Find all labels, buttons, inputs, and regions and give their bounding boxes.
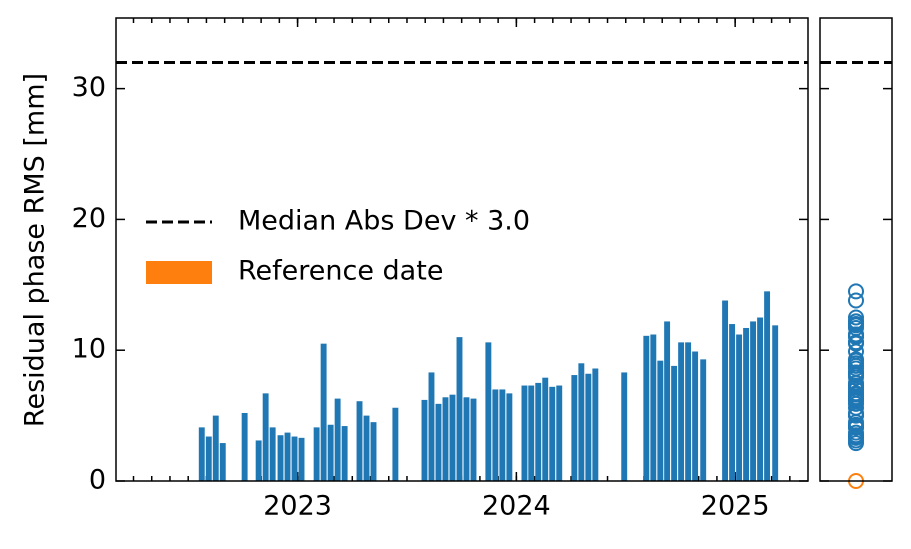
bar [499, 389, 506, 481]
bar [729, 324, 736, 481]
bar [277, 435, 284, 481]
bar [255, 440, 262, 481]
distribution-point [848, 343, 864, 360]
distribution-point [848, 385, 864, 402]
bar [470, 398, 477, 481]
plot-frame [115, 17, 809, 482]
legend-label: Reference date [238, 256, 443, 287]
bar [313, 427, 320, 481]
bar [736, 334, 743, 481]
bar [291, 436, 298, 481]
x-tick-label: 2023 [263, 491, 332, 522]
bar [456, 337, 463, 481]
bar [334, 398, 341, 481]
bar [219, 443, 226, 481]
bar [392, 407, 399, 481]
bar [643, 335, 650, 481]
bar [320, 343, 327, 481]
bar [492, 389, 499, 481]
bar [592, 368, 599, 481]
bar [198, 427, 205, 481]
bar [772, 325, 779, 481]
bar [363, 415, 370, 481]
bar [664, 321, 671, 481]
bar [722, 300, 729, 481]
bar [535, 382, 542, 481]
bar [428, 372, 435, 481]
bar [262, 393, 269, 481]
bar [370, 422, 377, 481]
bar [327, 424, 334, 481]
bar [685, 342, 692, 481]
side-frame [819, 17, 893, 482]
bar [578, 363, 585, 481]
bar [585, 373, 592, 481]
y-tick-label: 30 [72, 72, 106, 103]
distribution-point [848, 424, 864, 441]
bar [542, 377, 549, 481]
legend-label: Median Abs Dev * 3.0 [238, 206, 530, 237]
distribution-point [848, 317, 864, 334]
distribution-point [848, 292, 864, 309]
bar [212, 415, 219, 481]
bar [341, 426, 348, 481]
y-tick-label: 20 [72, 203, 106, 234]
bar [671, 365, 678, 481]
bar [571, 375, 578, 481]
x-tick-label: 2024 [482, 491, 551, 522]
bar [421, 399, 428, 481]
bar [506, 393, 513, 481]
bar [298, 437, 305, 481]
bar [743, 327, 750, 481]
distribution-point [848, 418, 864, 435]
y-tick-label: 0 [89, 465, 106, 496]
distribution-point [848, 313, 864, 330]
bar [764, 291, 771, 481]
bar [678, 342, 685, 481]
bar [750, 321, 757, 481]
bar [449, 394, 456, 481]
distribution-point [848, 283, 864, 300]
bar [556, 385, 563, 481]
bar [528, 385, 535, 481]
bar [549, 386, 556, 481]
bar [621, 372, 628, 481]
bar [700, 359, 707, 481]
x-tick-label: 2025 [701, 491, 770, 522]
bar [435, 403, 442, 481]
bar [241, 412, 248, 481]
bar [657, 360, 664, 481]
bar [442, 397, 449, 481]
bar [284, 432, 291, 481]
bar [269, 427, 276, 481]
distribution-point [848, 309, 864, 326]
bar [521, 385, 528, 481]
bar [205, 436, 212, 481]
distribution-point [848, 407, 864, 424]
distribution-point [848, 351, 864, 368]
legend-swatch [146, 261, 212, 284]
y-tick-label: 10 [72, 334, 106, 365]
bar [463, 397, 470, 481]
bar [757, 317, 764, 481]
bar [692, 351, 699, 481]
bar [356, 401, 363, 481]
y-axis-label: Residual phase RMS [mm] [20, 73, 51, 427]
bar [650, 334, 657, 481]
bar [485, 342, 492, 481]
